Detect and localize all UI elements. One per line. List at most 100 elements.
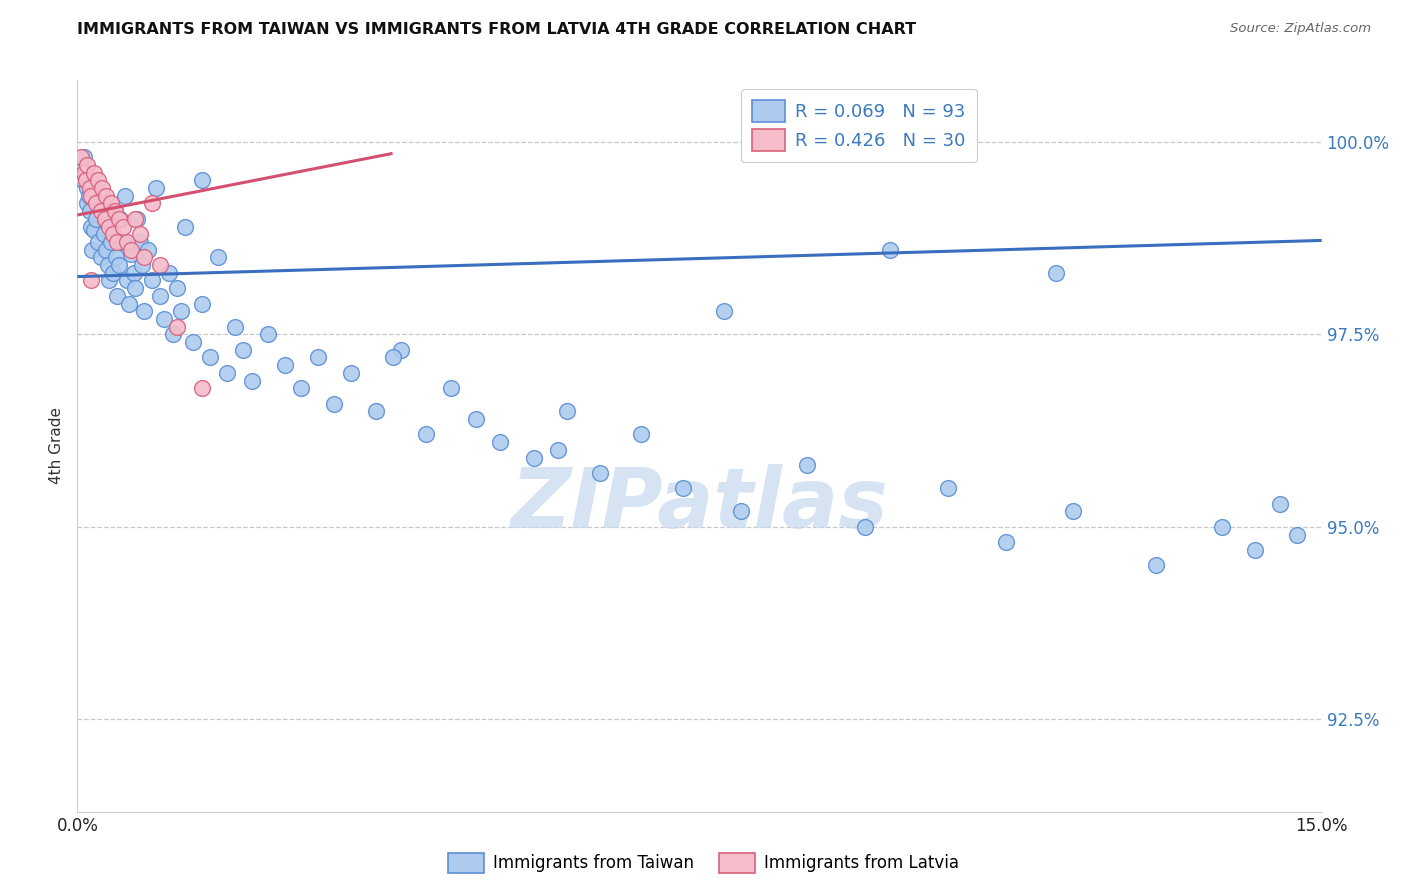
Point: [96, 243, 118, 257]
Point: [141, 196, 163, 211]
Point: [73, 150, 96, 164]
Point: [101, 266, 124, 280]
Point: [730, 504, 752, 518]
Point: [464, 412, 486, 426]
Point: [879, 243, 901, 257]
Point: [84, 196, 107, 211]
Point: [124, 211, 146, 226]
Y-axis label: 4th Grade: 4th Grade: [49, 408, 65, 484]
Point: [166, 281, 188, 295]
Point: [364, 404, 387, 418]
Point: [1244, 543, 1267, 558]
Point: [1144, 558, 1167, 573]
Legend: R = 0.069   N = 93, R = 0.426   N = 30: R = 0.069 N = 93, R = 0.426 N = 30: [741, 89, 977, 162]
Point: [1270, 497, 1292, 511]
Point: [83, 223, 105, 237]
Point: [1045, 266, 1067, 280]
Point: [111, 235, 134, 249]
Point: [100, 235, 122, 249]
Point: [76, 196, 98, 211]
Point: [110, 211, 132, 226]
Point: [82, 243, 104, 257]
Point: [440, 381, 463, 395]
Point: [104, 204, 127, 219]
Point: [76, 158, 98, 172]
Point: [83, 166, 105, 180]
Text: IMMIGRANTS FROM TAIWAN VS IMMIGRANTS FROM LATVIA 4TH GRADE CORRELATION CHART: IMMIGRANTS FROM TAIWAN VS IMMIGRANTS FRO…: [77, 22, 917, 37]
Point: [97, 258, 120, 272]
Point: [938, 481, 960, 495]
Point: [191, 296, 214, 310]
Point: [75, 166, 97, 180]
Point: [170, 304, 193, 318]
Point: [157, 266, 180, 280]
Point: [307, 351, 329, 365]
Point: [90, 204, 112, 219]
Point: [120, 243, 142, 257]
Point: [108, 258, 131, 272]
Point: [141, 273, 163, 287]
Point: [73, 166, 96, 180]
Point: [995, 535, 1018, 549]
Point: [70, 150, 93, 164]
Point: [114, 188, 136, 202]
Point: [124, 281, 146, 295]
Point: [589, 466, 612, 480]
Point: [145, 181, 167, 195]
Point: [198, 351, 221, 365]
Point: [125, 211, 148, 226]
Point: [128, 227, 150, 242]
Point: [132, 304, 155, 318]
Point: [80, 219, 103, 234]
Point: [104, 204, 127, 219]
Point: [96, 188, 118, 202]
Point: [1285, 527, 1308, 541]
Point: [105, 235, 128, 249]
Point: [120, 246, 142, 260]
Text: ZIPatlas: ZIPatlas: [510, 464, 889, 545]
Point: [547, 442, 569, 457]
Point: [191, 381, 214, 395]
Point: [100, 196, 122, 211]
Point: [84, 211, 107, 226]
Point: [101, 219, 124, 234]
Point: [75, 173, 97, 187]
Point: [118, 296, 141, 310]
Point: [630, 427, 652, 442]
Point: [77, 169, 100, 184]
Point: [105, 289, 128, 303]
Point: [796, 458, 818, 473]
Point: [340, 366, 363, 380]
Point: [381, 351, 404, 365]
Point: [97, 219, 120, 234]
Point: [224, 319, 246, 334]
Point: [323, 397, 346, 411]
Point: [128, 235, 150, 249]
Point: [555, 404, 578, 418]
Point: [415, 427, 437, 442]
Point: [174, 219, 197, 234]
Point: [257, 327, 280, 342]
Point: [240, 374, 263, 388]
Point: [274, 358, 297, 372]
Point: [132, 251, 155, 265]
Point: [162, 327, 184, 342]
Point: [149, 289, 172, 303]
Point: [166, 319, 188, 334]
Point: [87, 235, 110, 249]
Point: [101, 227, 124, 242]
Point: [672, 481, 695, 495]
Point: [105, 251, 128, 265]
Point: [122, 266, 145, 280]
Point: [207, 251, 229, 265]
Point: [1211, 520, 1233, 534]
Point: [80, 273, 103, 287]
Point: [89, 196, 111, 211]
Point: [87, 173, 110, 187]
Point: [93, 211, 115, 226]
Point: [93, 227, 115, 242]
Point: [90, 251, 112, 265]
Point: [76, 181, 98, 195]
Point: [855, 520, 877, 534]
Point: [136, 243, 159, 257]
